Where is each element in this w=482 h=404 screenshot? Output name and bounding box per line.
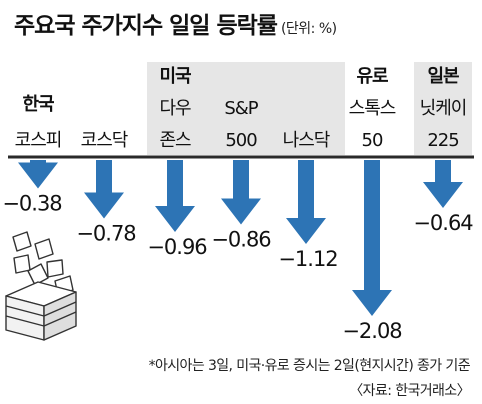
category-group-us: 미국 (159, 66, 191, 87)
paper-sheet (27, 263, 49, 286)
category-label-stoxx-line1: 스톡스 (349, 98, 396, 119)
bar-arrow-6 (423, 160, 463, 208)
paper-sheet (12, 231, 32, 252)
bar-arrow-1 (84, 160, 124, 219)
value-label-2: −0.96 (147, 235, 207, 259)
paper-box-illustration (5, 231, 77, 341)
category-label-dow-line2: 존스 (159, 130, 191, 151)
value-label-5: −2.08 (342, 319, 401, 343)
category-group-jp: 일본 (427, 66, 459, 87)
value-label-6: −0.64 (413, 211, 473, 235)
footnote: *아시아는 3일, 미국·유로 증시는 2일(현지시간) 종가 기준 (148, 358, 471, 374)
category-label-stoxx-line2: 50 (362, 130, 383, 151)
bar-arrow-4 (286, 160, 326, 244)
unit-label: (단위: %) (280, 21, 337, 37)
box-stripe (43, 301, 77, 317)
box-right (43, 291, 77, 341)
paper-sheet (46, 259, 64, 278)
group-bg-us (147, 62, 345, 155)
category-label-sp-line2: 500 (225, 130, 257, 151)
category-labels: 한국 코스피 코스닥 미국 다우 존스 S&P 500 나스닥 유로 스톡스 5… (15, 66, 468, 151)
category-group-kr: 한국 (22, 94, 54, 115)
chart-header: 주요국 주가지수 일일 등락률 (단위: %) (14, 6, 337, 40)
value-label-1: −0.78 (76, 222, 135, 246)
category-label-kospi: 코스피 (15, 130, 62, 151)
bar-arrow-3 (221, 160, 261, 225)
value-label-0: −0.38 (2, 192, 61, 216)
chart-title: 주요국 주가지수 일일 등락률 (14, 13, 278, 39)
bar-arrow-0 (18, 160, 58, 189)
category-label-dow-line1: 다우 (159, 98, 191, 119)
paper-sheet (34, 238, 54, 260)
value-labels: −0.38 −0.78 −0.96 −0.86 −1.12 −2.08 −0.64 (2, 192, 474, 344)
paper-sheet (13, 254, 31, 274)
category-label-kosdaq: 코스닥 (81, 130, 128, 151)
source-note: 〈자료: 한국거래소〉 (349, 383, 470, 399)
category-label-nikkei-line2: 225 (427, 130, 458, 151)
value-label-3: −0.86 (211, 228, 271, 252)
group-bg-jp (414, 62, 472, 155)
box-stripe (5, 315, 45, 327)
category-label-sp-line1: S&P (224, 98, 258, 119)
category-label-nikkei-line1: 닛케이 (420, 98, 467, 119)
box-stripe (5, 305, 45, 317)
value-label-4: −1.12 (278, 247, 337, 271)
bar-arrows (18, 160, 463, 316)
category-label-nasdaq: 나스닥 (283, 130, 330, 151)
bar-arrow-5 (352, 160, 392, 316)
bar-arrow-2 (155, 160, 195, 232)
category-group-eu: 유로 (356, 66, 388, 87)
box-stripe (43, 311, 77, 327)
